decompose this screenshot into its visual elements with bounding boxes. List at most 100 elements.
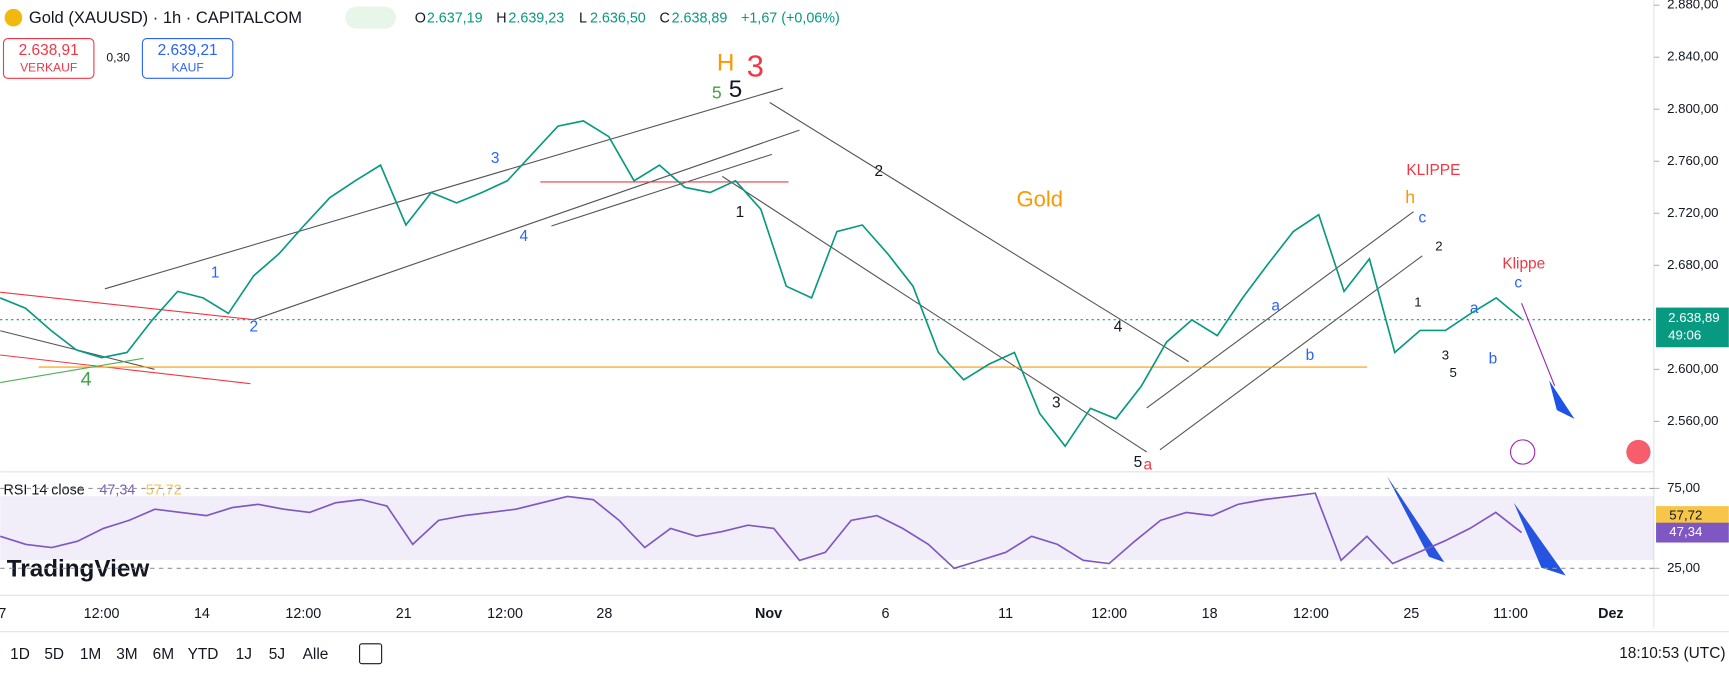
wave-label: a — [1144, 456, 1153, 473]
range-button[interactable]: 1J — [236, 646, 252, 663]
wave-label: h — [1405, 187, 1415, 207]
c-label: C — [659, 11, 669, 27]
y-tick-label: 2.800,00 — [1667, 101, 1718, 116]
wave-label: 1 — [736, 204, 745, 221]
wave-label: 4 — [1114, 319, 1123, 336]
green-line — [0, 357, 144, 384]
chart-label: Klippe — [1502, 256, 1545, 273]
wave-label: 2 — [1435, 238, 1442, 253]
x-tick-label: 28 — [596, 606, 612, 622]
range-button[interactable]: 3M — [116, 646, 137, 663]
rsi-line — [0, 492, 1523, 570]
wave-label: 5 — [712, 82, 722, 102]
o-value: 2.637,19 — [427, 11, 483, 27]
y-tick-label: 25,00 — [1667, 560, 1700, 575]
range-button[interactable]: 5D — [44, 646, 64, 663]
x-tick-label: 12:00 — [1091, 606, 1127, 622]
range-button[interactable]: 1M — [80, 646, 101, 663]
x-tick-label: 12:00 — [1293, 606, 1329, 622]
h-value: 2.639,23 — [508, 11, 564, 27]
x-tick-label: 12:00 — [487, 606, 523, 622]
sell-button[interactable] — [2, 38, 95, 79]
rsi-value: 47,34 — [99, 482, 135, 498]
date-range-icon[interactable] — [359, 643, 383, 665]
rsi-arrow — [1387, 476, 1445, 563]
x-tick-label: 7 — [0, 606, 6, 622]
wave-label: 5 — [1450, 365, 1457, 380]
x-tick-label: 14 — [194, 606, 210, 622]
c-value: 2.638,89 — [672, 11, 728, 27]
buy-label: KAUF — [171, 61, 203, 75]
range-button[interactable]: YTD — [188, 646, 219, 663]
rsi-axis-label: 47,34 — [1669, 524, 1702, 539]
drawings — [0, 87, 1423, 453]
y-tick-label: 2.560,00 — [1667, 413, 1718, 428]
rsi-title: RSI 14 close — [3, 482, 84, 498]
ma-value: 57,72 — [146, 482, 182, 498]
range-button[interactable]: 5J — [269, 646, 285, 663]
buy-button[interactable] — [141, 38, 234, 79]
arrow-line — [1521, 302, 1556, 387]
flag-icon — [1626, 439, 1651, 465]
price-line — [0, 120, 1523, 448]
wave-label: 4 — [81, 369, 92, 391]
clock: 18:10:53 (UTC) — [1619, 645, 1725, 662]
x-tick-label: 12:00 — [84, 606, 120, 622]
annotations: H 3 5 5 1 2 3 4 1 2 3 4 5 a 4 Gold KLIPP… — [81, 49, 1546, 474]
red-lines — [0, 181, 789, 385]
ma-axis-label: 57,72 — [1669, 508, 1702, 523]
l-label: L — [579, 11, 587, 27]
chart-label: KLIPPE — [1406, 162, 1460, 179]
wave-label: a — [1271, 298, 1280, 315]
y-tick-label: 2.600,00 — [1667, 361, 1718, 376]
y-tick-label: 2.760,00 — [1667, 153, 1718, 168]
chart-label: Gold — [1017, 186, 1064, 211]
arrow — [1549, 380, 1575, 419]
x-tick-label: 11:00 — [1493, 606, 1528, 622]
x-tick-label: Nov — [755, 606, 782, 622]
last-price-box — [1656, 307, 1729, 348]
l-value: 2.636,50 — [590, 11, 646, 27]
ma-axis-box — [1656, 506, 1729, 526]
x-tick-label: 18 — [1202, 606, 1218, 622]
wave-label: 3 — [747, 49, 764, 84]
symbol-icon — [4, 8, 23, 27]
ohlc: O 2.637,19 H 2.639,23 L 2.636,50 C 2.638… — [415, 11, 840, 27]
wave-label: 5 — [1134, 454, 1143, 471]
wave-label: H — [717, 49, 735, 76]
wave-label: 3 — [491, 150, 500, 167]
spread: 0,30 — [106, 51, 130, 65]
wave-label: 2 — [249, 319, 258, 336]
o-label: O — [415, 11, 426, 27]
wave-label: a — [1470, 300, 1479, 317]
wave-label: 4 — [520, 228, 529, 245]
x-tick-label: 6 — [881, 606, 889, 622]
y-tick-label: 2.720,00 — [1667, 205, 1718, 220]
wave-label: c — [1514, 274, 1522, 291]
countdown: 49:06 — [1668, 328, 1701, 343]
wave-label: b — [1306, 347, 1315, 364]
rsi-axis-box — [1656, 522, 1729, 543]
wave-label: 1 — [211, 264, 220, 281]
range-button[interactable]: Alle — [303, 646, 329, 663]
wave-label: b — [1489, 350, 1498, 367]
x-tick-label: 12:00 — [285, 606, 321, 622]
x-tick-label: 25 — [1403, 606, 1419, 622]
status-pill — [345, 6, 396, 29]
buy-price: 2.639,21 — [158, 42, 218, 59]
wave-label: c — [1418, 209, 1426, 226]
x-tick-label: 21 — [396, 606, 412, 622]
y-tick-label: 2.840,00 — [1667, 49, 1718, 64]
range-button[interactable]: 6M — [153, 646, 174, 663]
sell-label: VERKAUF — [20, 61, 77, 75]
sell-price: 2.638,91 — [19, 42, 79, 59]
h-label: H — [496, 11, 506, 27]
range-button[interactable]: 1D — [10, 646, 30, 663]
wave-label: 1 — [1414, 295, 1421, 310]
logo: TradingView — [7, 555, 150, 582]
wave-label: 2 — [875, 163, 884, 180]
last-price: 2.638,89 — [1668, 310, 1719, 325]
y-tick-label: 2.880,00 — [1667, 0, 1718, 12]
